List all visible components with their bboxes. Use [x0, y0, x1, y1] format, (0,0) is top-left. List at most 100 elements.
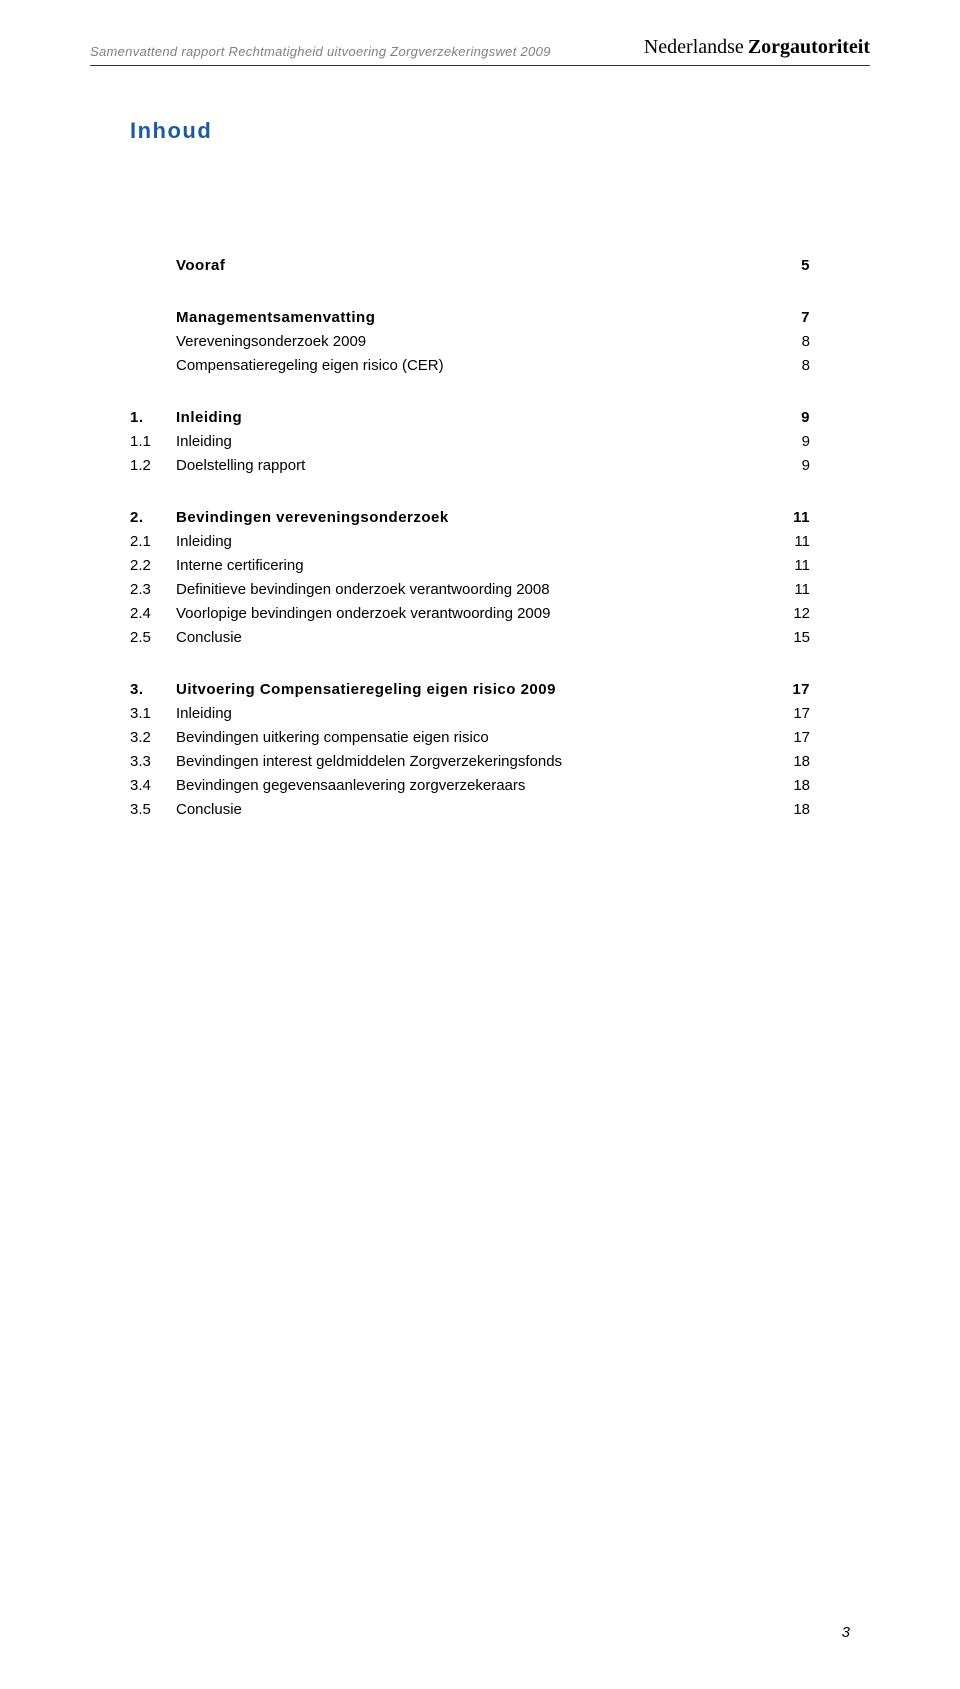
toc-section: Vooraf 5: [130, 254, 810, 278]
toc-page: 11: [772, 554, 810, 578]
toc-page: 9: [772, 454, 810, 478]
toc-row: 2.1Inleiding11: [130, 530, 810, 554]
toc-label: 3.2Bevindingen uitkering compensatie eig…: [130, 726, 772, 750]
toc-number: 2.: [130, 506, 176, 530]
toc-text: Bevindingen gegevensaanlevering zorgverz…: [176, 777, 525, 794]
toc-label: 3.4Bevindingen gegevensaanlevering zorgv…: [130, 774, 772, 798]
page-title: Inhoud: [130, 118, 810, 144]
toc-text: Inleiding: [176, 705, 232, 722]
toc-row: 1.1Inleiding9: [130, 430, 810, 454]
toc-label: 1.2Doelstelling rapport: [130, 454, 772, 478]
toc-row: 2.4Voorlopige bevindingen onderzoek vera…: [130, 602, 810, 626]
toc-text: Bevindingen interest geldmiddelen Zorgve…: [176, 753, 562, 770]
toc-label: 2.3Definitieve bevindingen onderzoek ver…: [130, 578, 772, 602]
toc-row: 2.3Definitieve bevindingen onderzoek ver…: [130, 578, 810, 602]
toc-text: Doelstelling rapport: [176, 457, 305, 474]
toc-number: 3.: [130, 678, 176, 702]
toc-number: 3.1: [130, 702, 176, 726]
toc-text: Bevindingen uitkering compensatie eigen …: [176, 729, 489, 746]
toc-page: 17: [772, 702, 810, 726]
toc-row: 3.3Bevindingen interest geldmiddelen Zor…: [130, 750, 810, 774]
toc-page: 17: [772, 726, 810, 750]
table-of-contents: Vooraf5Managementsamenvatting7Verevening…: [130, 254, 810, 822]
toc-number: 2.2: [130, 554, 176, 578]
toc-page: 15: [772, 626, 810, 650]
toc-text: Definitieve bevindingen onderzoek verant…: [176, 581, 550, 598]
toc-text: Bevindingen vereveningsonderzoek: [176, 509, 449, 526]
toc-section: 3.Uitvoering Compensatieregeling eigen r…: [130, 678, 810, 822]
toc-row: 3.4Bevindingen gegevensaanlevering zorgv…: [130, 774, 810, 798]
toc-text: Interne certificering: [176, 557, 304, 574]
toc-number: 2.3: [130, 578, 176, 602]
toc-row: Managementsamenvatting 7: [130, 306, 810, 330]
toc-row: 3.2Bevindingen uitkering compensatie eig…: [130, 726, 810, 750]
toc-label: Vooraf: [130, 254, 772, 278]
toc-text: Vooraf: [176, 257, 225, 274]
toc-number: 3.2: [130, 726, 176, 750]
toc-row: 3.Uitvoering Compensatieregeling eigen r…: [130, 678, 810, 702]
toc-row: Vereveningsonderzoek 2009 8: [130, 330, 810, 354]
toc-page: 11: [772, 530, 810, 554]
toc-page: 18: [772, 774, 810, 798]
toc-page: 9: [772, 406, 810, 430]
page-header: Samenvattend rapport Rechtmatigheid uitv…: [0, 0, 960, 65]
toc-row: Vooraf 5: [130, 254, 810, 278]
brand-main: Nederlandse: [644, 36, 744, 59]
toc-page: 8: [772, 330, 810, 354]
toc-page: 11: [772, 506, 810, 530]
toc-text: Conclusie: [176, 801, 242, 818]
toc-label: 2.5Conclusie: [130, 626, 772, 650]
toc-number: 1.1: [130, 430, 176, 454]
toc-text: Inleiding: [176, 409, 242, 426]
toc-page: 8: [772, 354, 810, 378]
page-number: 3: [842, 1624, 850, 1641]
toc-row: 1.Inleiding 9: [130, 406, 810, 430]
toc-label: 3.5Conclusie: [130, 798, 772, 822]
brand-sub: Zorgautoriteit: [748, 36, 870, 59]
toc-number: 2.5: [130, 626, 176, 650]
toc-page: 18: [772, 798, 810, 822]
toc-number: 2.4: [130, 602, 176, 626]
toc-text: Vereveningsonderzoek 2009: [176, 333, 366, 350]
toc-number: 3.3: [130, 750, 176, 774]
toc-label: Compensatieregeling eigen risico (CER): [130, 354, 772, 378]
toc-page: 12: [772, 602, 810, 626]
toc-text: Compensatieregeling eigen risico (CER): [176, 357, 444, 374]
toc-text: Inleiding: [176, 533, 232, 550]
toc-page: 7: [772, 306, 810, 330]
toc-label: Vereveningsonderzoek 2009: [130, 330, 772, 354]
toc-page: 11: [772, 578, 810, 602]
toc-number: 3.5: [130, 798, 176, 822]
toc-label: 2.2Interne certificering: [130, 554, 772, 578]
toc-number: 1.: [130, 406, 176, 430]
toc-row: 3.1Inleiding17: [130, 702, 810, 726]
toc-row: 2.5Conclusie15: [130, 626, 810, 650]
toc-text: Managementsamenvatting: [176, 309, 375, 326]
toc-row: 1.2Doelstelling rapport9: [130, 454, 810, 478]
toc-page: 5: [772, 254, 810, 278]
toc-row: Compensatieregeling eigen risico (CER) 8: [130, 354, 810, 378]
toc-text: Voorlopige bevindingen onderzoek verantw…: [176, 605, 550, 622]
toc-number: 1.2: [130, 454, 176, 478]
toc-section: 2.Bevindingen vereveningsonderzoek112.1I…: [130, 506, 810, 650]
toc-label: 1.1Inleiding: [130, 430, 772, 454]
toc-text: Inleiding: [176, 433, 232, 450]
header-report-title: Samenvattend rapport Rechtmatigheid uitv…: [90, 44, 551, 59]
toc-page: 9: [772, 430, 810, 454]
toc-label: 2.1Inleiding: [130, 530, 772, 554]
toc-label: 3.Uitvoering Compensatieregeling eigen r…: [130, 678, 772, 702]
toc-number: 3.4: [130, 774, 176, 798]
toc-label: 3.1Inleiding: [130, 702, 772, 726]
toc-number: 2.1: [130, 530, 176, 554]
toc-label: Managementsamenvatting: [130, 306, 772, 330]
content-area: Inhoud Vooraf5Managementsamenvatting7Ver…: [0, 66, 960, 822]
header-brand: Nederlandse Zorgautoriteit: [644, 36, 870, 59]
toc-page: 17: [772, 678, 810, 702]
toc-section: Managementsamenvatting7Vereveningsonderz…: [130, 306, 810, 378]
toc-row: 2.2Interne certificering11: [130, 554, 810, 578]
toc-page: 18: [772, 750, 810, 774]
toc-text: Uitvoering Compensatieregeling eigen ris…: [176, 681, 556, 698]
toc-section: 1.Inleiding91.1Inleiding91.2Doelstelling…: [130, 406, 810, 478]
toc-row: 3.5Conclusie18: [130, 798, 810, 822]
toc-row: 2.Bevindingen vereveningsonderzoek 11: [130, 506, 810, 530]
